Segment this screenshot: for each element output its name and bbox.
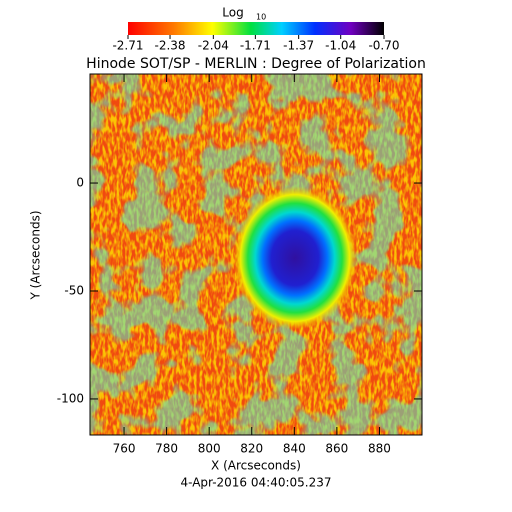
x-tick-label: 860 — [325, 442, 348, 456]
image — [90, 74, 422, 435]
x-tick-label: 880 — [368, 442, 391, 456]
colorbar-tick-label: -2.04 — [198, 39, 229, 53]
x-axis-label: X (Arcseconds) — [211, 459, 301, 473]
colorbar — [128, 22, 384, 35]
date: 4-Apr-2016 04:40:05.237 — [181, 476, 332, 490]
x-tick-label: 820 — [240, 442, 263, 456]
colorbar-tick-label: -1.37 — [283, 39, 314, 53]
x-tick-label: 800 — [198, 442, 221, 456]
y-axis-label: Y (Arcseconds) — [29, 210, 43, 300]
colorbar-tick-label: -0.70 — [368, 39, 399, 53]
y-tick-label: 0 — [76, 176, 84, 190]
plot-frame — [89, 73, 423, 436]
colorbar-label-subscript: 10 — [256, 13, 266, 22]
x-tick-label: 760 — [113, 442, 136, 456]
colorbar-tick-label: -2.71 — [112, 39, 143, 53]
colorbar-label: Log — [222, 6, 243, 20]
y-tick-label: -100 — [57, 391, 84, 405]
chart-title: Hinode SOT/SP - MERLIN : Degree of Polar… — [86, 56, 426, 72]
x-tick-label: 780 — [155, 442, 178, 456]
colorbar-tick-label: -1.04 — [325, 39, 356, 53]
colorbar-tick-label: -2.38 — [154, 39, 185, 53]
x-tick-label: 840 — [283, 442, 306, 456]
colorbar-tick-label: -1.71 — [240, 39, 271, 53]
y-tick-label: -50 — [64, 283, 84, 297]
